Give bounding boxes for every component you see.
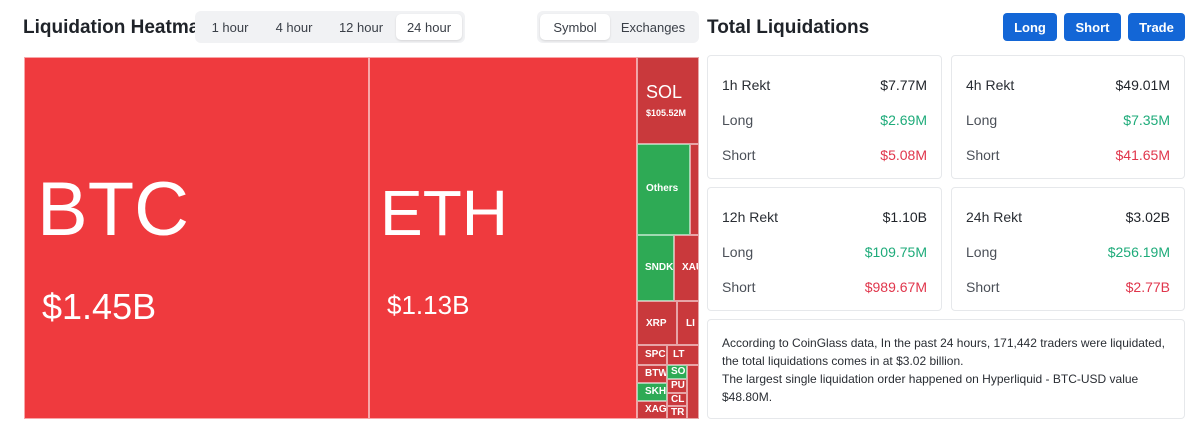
tab-symbol[interactable]: Symbol bbox=[540, 14, 610, 40]
tile-so[interactable]: SO bbox=[667, 365, 687, 379]
short-value: $989.67M bbox=[864, 279, 927, 295]
long-value: $7.35M bbox=[1123, 112, 1170, 128]
tile-minor[interactable] bbox=[687, 365, 699, 419]
tile-symbol: PU bbox=[671, 380, 685, 391]
tile-xrp[interactable]: XRP bbox=[637, 301, 677, 345]
summary-line-2: The largest single liquidation order hap… bbox=[722, 372, 1139, 404]
tile-btc[interactable]: BTC $1.45B bbox=[24, 57, 369, 419]
long-button[interactable]: Long bbox=[1003, 13, 1057, 41]
short-value: $5.08M bbox=[880, 147, 927, 163]
tile-symbol: BTC bbox=[37, 167, 189, 252]
short-value: $2.77B bbox=[1125, 279, 1170, 295]
rekt-card-12h: 12h Rekt $1.10B Long $109.75M Short $989… bbox=[707, 187, 942, 311]
long-value: $2.69M bbox=[880, 112, 927, 128]
tile-xag[interactable]: XAG bbox=[637, 401, 667, 419]
tile-skh[interactable]: SKH bbox=[637, 383, 667, 401]
tile-symbol: SOL bbox=[646, 82, 683, 102]
tile-spc[interactable]: SPC bbox=[637, 345, 667, 365]
tile-minor[interactable] bbox=[690, 144, 699, 235]
tile-lt[interactable]: LT bbox=[667, 345, 699, 365]
tab-exchanges[interactable]: Exchanges bbox=[620, 19, 686, 35]
liquidation-summary: According to CoinGlass data, In the past… bbox=[707, 319, 1185, 419]
long-value: $256.19M bbox=[1107, 244, 1170, 260]
summary-line-1: According to CoinGlass data, In the past… bbox=[722, 336, 1165, 368]
short-label: Short bbox=[966, 279, 1000, 295]
tile-symbol: TR bbox=[671, 407, 685, 418]
tile-symbol: CL bbox=[671, 394, 685, 405]
tile-value: $1.13B bbox=[387, 290, 470, 320]
tile-symbol: LI bbox=[686, 318, 695, 329]
tile-symbol: SKH bbox=[645, 386, 667, 397]
tile-symbol: XRP bbox=[646, 318, 667, 329]
card-head: 24h Rekt bbox=[966, 209, 1023, 225]
tab-4-hour[interactable]: 4 hour bbox=[275, 19, 313, 35]
tab-24-hour[interactable]: 24 hour bbox=[396, 14, 462, 40]
tile-pu[interactable]: PU bbox=[667, 379, 687, 393]
tile-symbol: SPC bbox=[645, 349, 666, 360]
tile-value: $105.52M bbox=[646, 108, 687, 118]
trade-button[interactable]: Trade bbox=[1128, 13, 1185, 41]
short-label: Short bbox=[722, 147, 756, 163]
tile-symbol: SO bbox=[671, 366, 686, 377]
tile-btw[interactable]: BTW bbox=[637, 365, 667, 383]
tile-sndk[interactable]: SNDK bbox=[637, 235, 674, 301]
tile-tr[interactable]: TR bbox=[667, 406, 687, 419]
long-label: Long bbox=[722, 244, 754, 260]
rekt-card-4h: 4h Rekt $49.01M Long $7.35M Short $41.65… bbox=[951, 55, 1185, 179]
short-label: Short bbox=[722, 279, 756, 295]
long-label: Long bbox=[966, 244, 998, 260]
tile-symbol: ETH bbox=[380, 177, 508, 249]
tile-xau[interactable]: XAU bbox=[674, 235, 699, 301]
short-label: Short bbox=[966, 147, 1000, 163]
time-range-tabs: 1 hour 4 hour 12 hour 24 hour bbox=[195, 11, 465, 43]
tile-others[interactable]: Others bbox=[637, 144, 690, 235]
card-head: 12h Rekt bbox=[722, 209, 779, 225]
tile-symbol: XAU bbox=[682, 262, 698, 273]
card-total: $1.10B bbox=[882, 209, 927, 225]
heatmap-title: Liquidation Heatmap bbox=[23, 17, 211, 38]
tile-symbol: SNDK bbox=[645, 262, 674, 273]
liquidation-heatmap: BTC $1.45B ETH $1.13B SOL $105.52M Other… bbox=[24, 57, 699, 419]
tab-12-hour[interactable]: 12 hour bbox=[338, 19, 384, 35]
tile-value: $1.45B bbox=[42, 286, 157, 327]
tile-symbol: BTW bbox=[645, 368, 667, 379]
tab-1-hour[interactable]: 1 hour bbox=[211, 19, 249, 35]
total-liquidations-title: Total Liquidations bbox=[707, 17, 870, 38]
card-total: $7.77M bbox=[880, 77, 927, 93]
view-mode-tabs: Symbol Exchanges bbox=[537, 11, 699, 43]
tile-symbol: LT bbox=[673, 349, 685, 360]
tile-sol[interactable]: SOL $105.52M bbox=[637, 57, 699, 144]
rekt-card-1h: 1h Rekt $7.77M Long $2.69M Short $5.08M bbox=[707, 55, 942, 179]
long-value: $109.75M bbox=[864, 244, 927, 260]
short-value: $41.65M bbox=[1115, 147, 1170, 163]
card-total: $49.01M bbox=[1115, 77, 1170, 93]
tile-symbol: XAG bbox=[645, 404, 667, 415]
rekt-card-24h: 24h Rekt $3.02B Long $256.19M Short $2.7… bbox=[951, 187, 1185, 311]
long-label: Long bbox=[966, 112, 998, 128]
tile-li[interactable]: LI bbox=[677, 301, 699, 345]
tile-cl[interactable]: CL bbox=[667, 393, 687, 406]
long-label: Long bbox=[722, 112, 754, 128]
card-total: $3.02B bbox=[1125, 209, 1170, 225]
card-head: 1h Rekt bbox=[722, 77, 771, 93]
short-button[interactable]: Short bbox=[1064, 13, 1121, 41]
tile-symbol: Others bbox=[646, 183, 679, 194]
card-head: 4h Rekt bbox=[966, 77, 1015, 93]
tile-eth[interactable]: ETH $1.13B bbox=[369, 57, 637, 419]
